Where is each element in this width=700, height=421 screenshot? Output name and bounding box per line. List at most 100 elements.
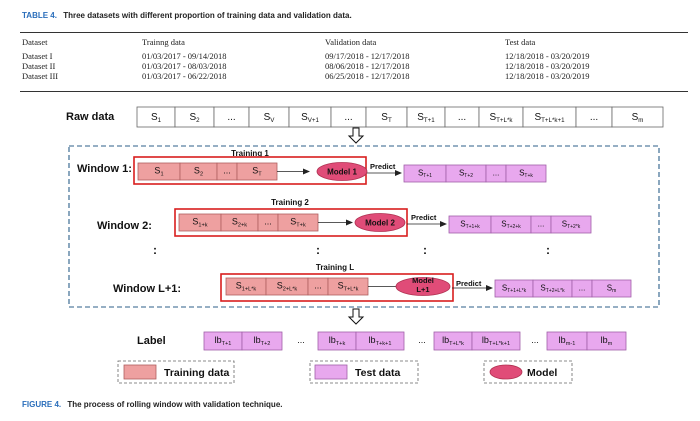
window-3-test-cell xyxy=(591,279,632,298)
window-3-test-cell-text: ST+2+L*k xyxy=(540,284,565,295)
window-2-predict-label: Predict xyxy=(411,213,437,222)
window-1-test-cell-text: ST+1 xyxy=(418,169,432,180)
raw-data-cell-text: SV xyxy=(264,112,276,124)
table-cell: 08/06/2018 - 12/17/2018 xyxy=(325,61,410,71)
window-3-model xyxy=(395,277,451,296)
raw-data-cell-text: ST xyxy=(381,112,392,124)
legend-test-label: Test data xyxy=(355,367,400,379)
window-1-train-cell-text: ... xyxy=(223,166,231,176)
window-1-train-cell-text: S1 xyxy=(154,166,163,178)
raw-data-cell-text: S1 xyxy=(151,112,162,124)
window-1-training-label: Training 1 xyxy=(231,149,269,158)
table-bottom-rule xyxy=(20,91,688,92)
window-1-predict-label: Predict xyxy=(370,162,396,171)
legend-train-swatch xyxy=(123,364,157,380)
window-2-train-cell-text: S1+k xyxy=(192,217,207,229)
window-1-model-text: Model 1 xyxy=(327,168,357,177)
datasets-table: Dataset Trainng data Validation data Tes… xyxy=(22,37,682,81)
window-3-train-cell-text: S1+L*k xyxy=(236,281,257,293)
raw-data-cell-text: ST+L*k xyxy=(489,112,513,124)
table-cell: 12/18/2018 - 03/20/2019 xyxy=(505,71,590,81)
window-2-test-cell-text: ST+2+k xyxy=(501,220,521,231)
label-row-cell xyxy=(471,331,521,351)
window-3-predict-label: Predict xyxy=(456,279,482,288)
legend-train-frame xyxy=(117,360,235,384)
raw-data-cell-text: ... xyxy=(344,112,352,123)
label-row-cell xyxy=(586,331,627,351)
table-caption-text: Three datasets with different proportion… xyxy=(63,11,352,20)
label-row-label: Label xyxy=(137,335,166,347)
table-header-cell: Test data xyxy=(505,37,536,47)
window-2-label: Window 2: xyxy=(97,220,152,232)
window-1-test-cell-text: ... xyxy=(493,169,500,178)
figure-caption-text: The process of rolling window with valid… xyxy=(67,400,283,409)
label-row-cell-text: lbT+2 xyxy=(254,335,271,347)
table-header-cell: Trainng data xyxy=(142,37,185,47)
label-row-cell-text: lbT+k+1 xyxy=(369,335,392,347)
legend-train-label: Training data xyxy=(164,367,230,379)
raw-data-cell-text: ... xyxy=(458,112,466,123)
table-caption: TABLE 4. Three datasets with different p… xyxy=(22,11,352,20)
window-1-test-cell xyxy=(505,164,547,183)
table-cell: 12/18/2018 - 03/20/2019 xyxy=(505,61,590,71)
legend-model-label: Model xyxy=(527,367,557,379)
table-cell: Dataset III xyxy=(22,71,59,81)
label-row-cell-text: lbm xyxy=(601,335,613,347)
table-cell: 09/17/2018 - 12/17/2018 xyxy=(325,51,410,61)
table-cell: 01/03/2017 - 08/03/2018 xyxy=(142,61,227,71)
table-caption-label: TABLE 4. xyxy=(22,11,57,20)
table-header-cell: Dataset xyxy=(22,37,48,47)
raw-data-cell-text: ST+L*k+1 xyxy=(534,112,565,124)
figure-caption-label: FIGURE 4. xyxy=(22,400,62,409)
window-3-test-cell-text: ... xyxy=(579,284,586,293)
window-2-test-cell xyxy=(550,215,592,234)
window-3-test-cell-text: ST+1+L*k xyxy=(502,284,527,295)
down-arrow-icon xyxy=(347,127,365,144)
label-row-cell-text: lbT+k xyxy=(329,335,346,347)
window-3-test-cell-text: Sm xyxy=(607,284,617,295)
window-2-model xyxy=(354,213,406,232)
label-row-ellipsis: ... xyxy=(297,335,305,345)
table-cell: 01/03/2017 - 06/22/2018 xyxy=(142,71,227,81)
label-row-ellipsis: ... xyxy=(418,335,426,345)
label-row-cell xyxy=(355,331,405,351)
legend-test-swatch xyxy=(314,364,348,380)
label-row-cell xyxy=(241,331,283,351)
raw-data-cell-text: ... xyxy=(227,112,235,123)
table-top-rule xyxy=(20,32,688,33)
table-cell: Dataset I xyxy=(22,51,53,61)
raw-data-cell-text: Sm xyxy=(632,112,644,124)
label-row-ellipsis: ... xyxy=(531,335,539,345)
table-row: Dataset I 01/03/2017 - 09/14/2018 09/17/… xyxy=(22,51,682,61)
window-2-test-cell-text: ... xyxy=(538,220,545,229)
window-3-training-label: Training L xyxy=(316,263,354,272)
table-cell: 01/03/2017 - 09/14/2018 xyxy=(142,51,227,61)
window-3-frame xyxy=(220,273,454,302)
raw-data-cell xyxy=(611,106,664,128)
window-1-test-cell-text: ST+2 xyxy=(459,169,473,180)
table-header-cell: Validation data xyxy=(325,37,377,47)
table-cell: Dataset II xyxy=(22,61,56,71)
label-row-cell-text: lbT+1 xyxy=(215,335,232,347)
vertical-ellipsis: : xyxy=(153,243,157,257)
window-1-model xyxy=(316,162,368,181)
window-2-test-cell-text: ST+2*k xyxy=(562,220,581,231)
vertical-ellipsis: : xyxy=(316,243,320,257)
window-1-train-cell-text: ST xyxy=(252,166,262,178)
label-row-cell-text: lbm-1 xyxy=(559,335,576,347)
table-cell: 12/18/2018 - 03/20/2019 xyxy=(505,51,590,61)
window-2-test-cell-text: ST+1+k xyxy=(460,220,480,231)
label-row-cell-text: lbT+L*k+1 xyxy=(482,335,510,347)
raw-data-cell-text: ... xyxy=(590,112,598,123)
window-1-label: Window 1: xyxy=(77,163,132,175)
down-arrow-icon xyxy=(347,308,365,325)
window-1-test-cell-text: ST+k xyxy=(519,169,533,180)
window-2-train-cell-text: S2+k xyxy=(232,217,247,229)
raw-data-label: Raw data xyxy=(66,111,115,123)
window-3-train-cell-text: ... xyxy=(314,281,322,291)
table-row: Dataset II 01/03/2017 - 08/03/2018 08/06… xyxy=(22,61,682,71)
window-2-train-cell-text: ST+k xyxy=(290,217,306,229)
window-3-model-text: Model L+1 xyxy=(412,276,434,294)
window-2-frame xyxy=(174,208,408,237)
window-2-training-label: Training 2 xyxy=(271,198,309,207)
